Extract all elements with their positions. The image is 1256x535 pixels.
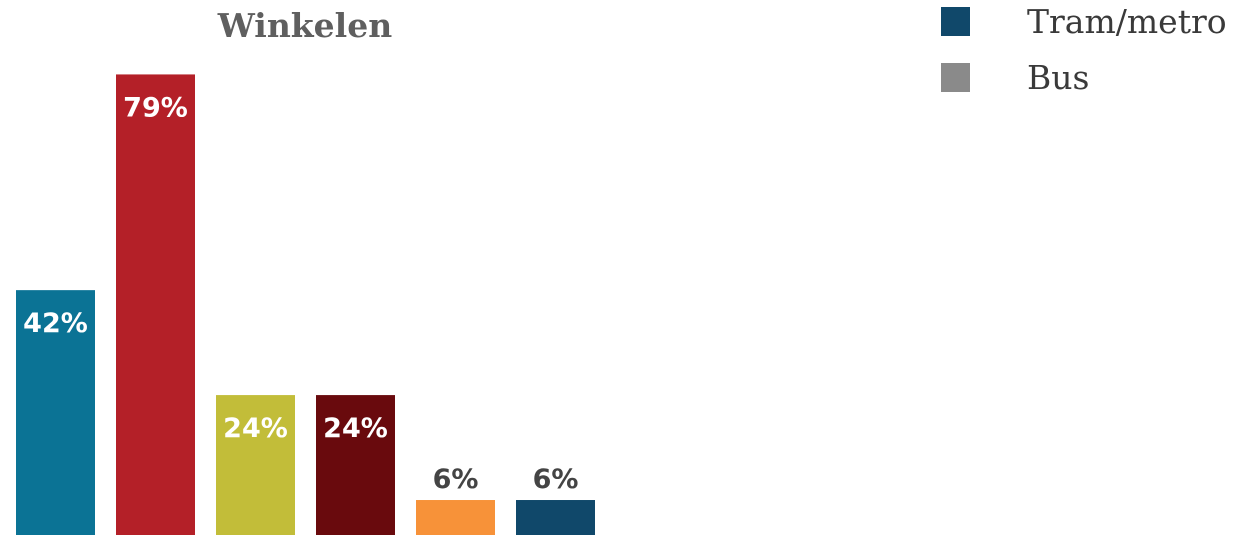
bar-4	[316, 395, 395, 535]
bars-group	[16, 74, 595, 535]
legend-swatch-1	[941, 7, 970, 36]
data-label-4: 24%	[323, 413, 388, 444]
bar-6	[516, 500, 595, 535]
data-label-6: 6%	[533, 464, 579, 495]
legend-label-1: Tram/metro	[1027, 2, 1227, 41]
data-label-2: 79%	[123, 92, 188, 123]
chart-title: Winkelen	[217, 6, 392, 45]
data-labels-group: 42% 79% 24% 24% 6% 6%	[23, 92, 578, 495]
legend-label-2: Bus	[1027, 58, 1089, 97]
data-label-5: 6%	[433, 464, 479, 495]
legend-swatch-2	[941, 63, 970, 92]
bar-2	[116, 74, 195, 535]
data-label-3: 24%	[223, 413, 288, 444]
data-label-1: 42%	[23, 308, 88, 339]
bar-5	[416, 500, 495, 535]
bar-3	[216, 395, 295, 535]
legend: Tram/metro Bus	[941, 2, 1227, 97]
bar-1	[16, 290, 95, 535]
